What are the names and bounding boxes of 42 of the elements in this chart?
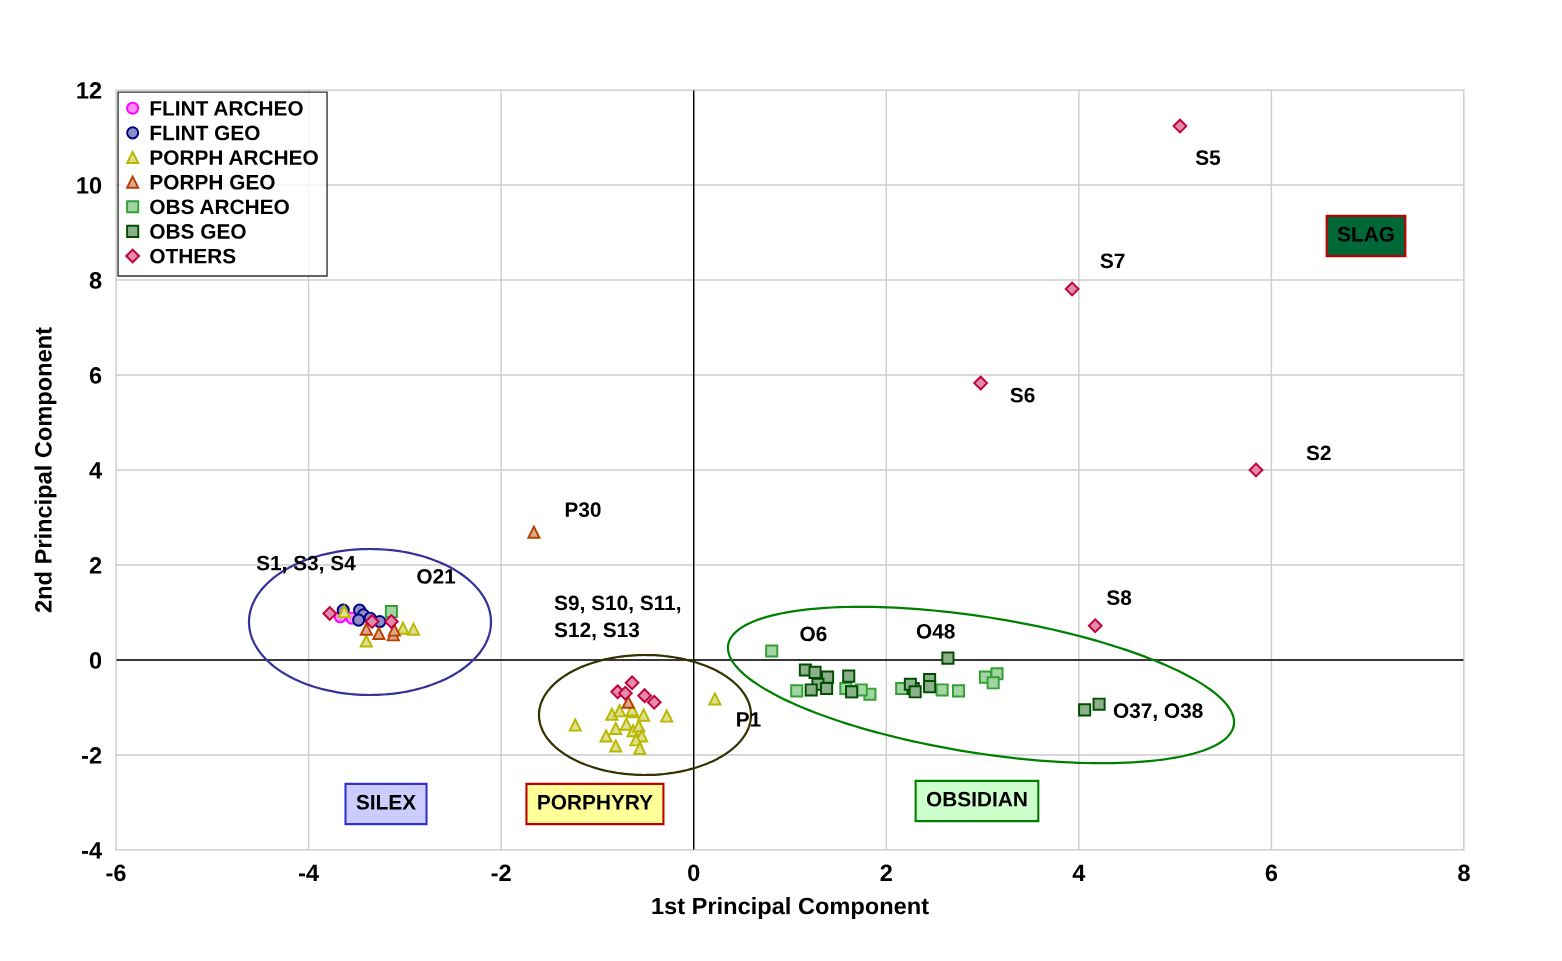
y-tick-label: 10 <box>77 177 102 194</box>
y-tick-label: 4 <box>89 462 102 479</box>
x-axis-title: 1st Principal Component <box>652 897 929 920</box>
y-tick-label: 8 <box>89 272 102 289</box>
y-axis-title: 2nd Principal Component <box>34 327 57 613</box>
annotation: PORPHYRY <box>538 794 653 810</box>
x-tick-label: 4 <box>1072 864 1086 881</box>
legend-label: PORPH GEO <box>150 174 275 190</box>
x-tick-label: -2 <box>491 864 511 881</box>
y-tick-label: 6 <box>89 367 102 384</box>
legend-label: OTHERS <box>150 248 236 264</box>
y-tick-label: 12 <box>77 82 102 99</box>
annotation: O48 <box>916 623 955 639</box>
legend-label: OBS GEO <box>150 224 246 239</box>
annotation: S8 <box>1106 590 1132 605</box>
annotation: S1, S3, S4 <box>256 555 356 574</box>
annotation: S2 <box>1306 445 1331 461</box>
legend-label: OBS ARCHEO <box>150 199 289 215</box>
x-tick-label: 0 <box>688 864 700 882</box>
y-tick-label: -4 <box>82 842 102 859</box>
annotation: SLAG <box>1337 226 1394 242</box>
legend-label: FLINT ARCHEO <box>150 100 303 116</box>
annotation: OBSIDIAN <box>926 791 1027 807</box>
annotation: S6 <box>1010 387 1035 403</box>
legend-label: FLINT GEO <box>150 125 260 141</box>
annotation: S9, S10, S11, S12, S13 <box>554 595 681 641</box>
x-tick-label: 6 <box>1265 864 1278 882</box>
y-tick-label: -2 <box>82 747 102 764</box>
legend-label: PORPH ARCHEO <box>150 150 318 165</box>
annotation: S7 <box>1100 253 1125 269</box>
x-tick-label: 8 <box>1458 864 1470 882</box>
annotation: P30 <box>565 502 601 518</box>
annotation: O37, O38 <box>1113 703 1203 722</box>
annotation: S5 <box>1195 150 1221 166</box>
annotation: SILEX <box>356 794 416 810</box>
x-tick-label: -6 <box>106 864 126 882</box>
y-tick-label: 0 <box>89 652 102 669</box>
annotation: O6 <box>800 626 827 642</box>
annotation: O21 <box>417 569 456 584</box>
y-tick-label: 2 <box>89 557 102 574</box>
x-tick-label: -4 <box>299 864 319 881</box>
x-tick-label: 2 <box>880 864 892 881</box>
